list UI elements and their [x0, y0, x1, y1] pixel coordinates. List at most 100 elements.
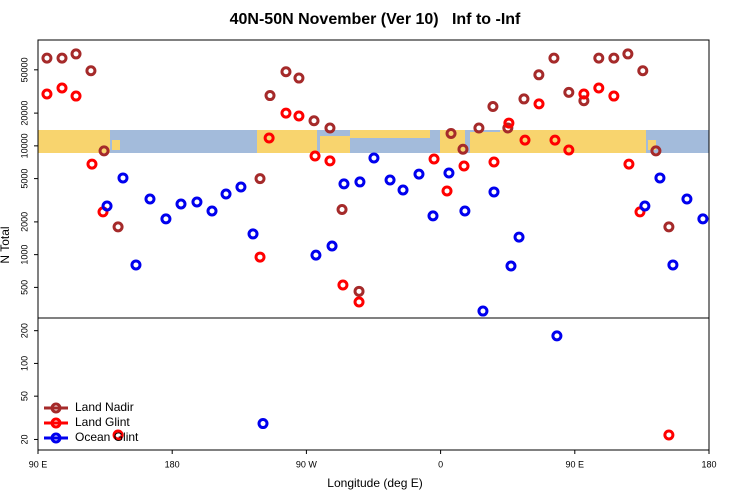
point	[593, 82, 605, 94]
point	[623, 158, 635, 170]
legend-marker	[50, 432, 62, 444]
y-tick-label: 100	[19, 356, 29, 371]
point	[191, 196, 203, 208]
point	[368, 152, 380, 164]
point	[563, 86, 575, 98]
point	[354, 176, 366, 188]
point	[86, 158, 98, 170]
point	[637, 65, 649, 77]
point	[639, 200, 651, 212]
point	[70, 90, 82, 102]
point	[310, 249, 322, 261]
x-tick-label: 0	[438, 459, 443, 469]
point	[654, 172, 666, 184]
point	[293, 110, 305, 122]
point	[505, 260, 517, 272]
point	[263, 132, 275, 144]
legend-label: Ocean Glint	[75, 430, 139, 444]
point	[622, 48, 634, 60]
x-tick-label: 180	[165, 459, 180, 469]
point	[337, 279, 349, 291]
point	[324, 122, 336, 134]
point	[293, 72, 305, 84]
point	[578, 88, 590, 100]
y-axis-label: N Total	[0, 226, 12, 263]
point	[160, 213, 172, 225]
point	[353, 296, 365, 308]
point	[247, 228, 259, 240]
point	[428, 153, 440, 165]
legend-label: Land Glint	[75, 415, 130, 429]
point	[697, 213, 709, 225]
y-tick-label: 20	[19, 434, 29, 444]
point	[56, 52, 68, 64]
x-tick-label: 90 E	[566, 459, 585, 469]
point	[130, 259, 142, 271]
point	[519, 134, 531, 146]
point	[257, 418, 269, 430]
y-tick-label: 20000	[19, 101, 29, 126]
point	[502, 122, 514, 134]
point	[324, 155, 336, 167]
point	[144, 193, 156, 205]
map-strip	[38, 130, 709, 153]
point	[41, 88, 53, 100]
point	[336, 203, 348, 215]
point	[309, 150, 321, 162]
point	[413, 168, 425, 180]
point	[441, 185, 453, 197]
point	[264, 90, 276, 102]
point	[235, 181, 247, 193]
point	[608, 90, 620, 102]
y-tick-label: 50	[19, 391, 29, 401]
plot-frame	[37, 39, 710, 451]
point	[445, 127, 457, 139]
y-tick-label: 1000	[19, 245, 29, 265]
y-tick-label: 10000	[19, 133, 29, 158]
x-tick-label: 90 W	[296, 459, 318, 469]
point	[518, 93, 530, 105]
point	[427, 210, 439, 222]
legend-marker	[50, 402, 62, 414]
point	[338, 178, 350, 190]
point	[487, 101, 499, 113]
point	[70, 48, 82, 60]
point	[326, 240, 338, 252]
point	[112, 221, 124, 233]
point	[280, 107, 292, 119]
y-tick-label: 2000	[19, 212, 29, 232]
x-axis-label: Longitude (deg E)	[327, 476, 422, 490]
x-tick-label: 180	[701, 459, 716, 469]
x-tick-label: 90 E	[29, 459, 48, 469]
point	[563, 144, 575, 156]
point	[459, 205, 471, 217]
point	[593, 52, 605, 64]
point	[608, 52, 620, 64]
legend-marker	[50, 417, 62, 429]
point	[112, 429, 124, 441]
point	[667, 259, 679, 271]
point	[397, 184, 409, 196]
point	[488, 156, 500, 168]
point	[650, 145, 662, 157]
point	[551, 330, 563, 342]
point	[533, 69, 545, 81]
y-tick-label: 500	[19, 280, 29, 295]
point	[254, 251, 266, 263]
point	[254, 173, 266, 185]
point	[457, 143, 469, 155]
point	[488, 186, 500, 198]
point	[663, 429, 675, 441]
point	[56, 82, 68, 94]
point	[503, 117, 515, 129]
y-tick-label: 50000	[19, 57, 29, 82]
point	[98, 145, 110, 157]
point	[548, 52, 560, 64]
point	[117, 172, 129, 184]
point	[681, 193, 693, 205]
point	[308, 115, 320, 127]
point	[384, 174, 396, 186]
point	[549, 134, 561, 146]
point	[41, 52, 53, 64]
